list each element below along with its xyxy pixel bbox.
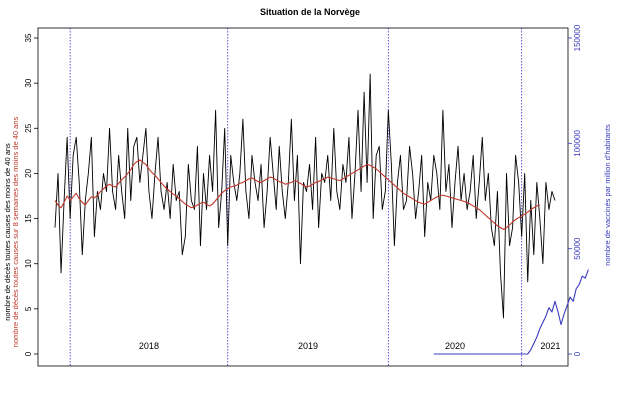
right-y-axis: 0 50000 100000 150000	[568, 24, 582, 356]
chart-title: Situation de la Norvège	[260, 7, 360, 17]
year-label-2021: 2021	[540, 341, 560, 351]
y-axis-label-left-red: nombre de décès toutes causes sur 8 sema…	[11, 116, 20, 347]
left-tick-label: 30	[24, 78, 33, 87]
year-label-2020: 2020	[445, 341, 465, 351]
y-axis-label-right: nombre de vaccinés par million d'habitan…	[603, 124, 612, 266]
series-layer	[54, 73, 589, 355]
year-labels: 2018 2019 2020 2021	[139, 341, 560, 351]
right-tick-label: 50000	[573, 237, 582, 260]
left-tick-label: 15	[24, 214, 33, 223]
left-tick-label: 20	[24, 168, 33, 177]
left-tick-label: 0	[24, 351, 33, 356]
year-label-2019: 2019	[298, 341, 318, 351]
year-boundary-lines	[69, 28, 523, 366]
year-label-2018: 2018	[139, 341, 159, 351]
right-tick-label: 100000	[573, 129, 582, 156]
left-tick-label: 5	[24, 306, 33, 311]
left-y-axis: 0 5 10 15 20 25 30 35	[24, 33, 38, 356]
left-tick-label: 25	[24, 123, 33, 132]
right-tick-label: 0	[573, 351, 582, 356]
left-tick-label: 35	[24, 33, 33, 42]
plot-frame	[37, 27, 569, 367]
series-line-rolling_8_weeks	[54, 159, 541, 230]
left-tick-label: 10	[24, 259, 33, 268]
series-line-weekly_deaths	[54, 73, 556, 319]
series-line-vaccinated_per_million	[433, 269, 589, 355]
y-axis-label-left: nombre de décès toutes causes des moins …	[3, 143, 12, 321]
right-tick-label: 150000	[573, 24, 582, 51]
